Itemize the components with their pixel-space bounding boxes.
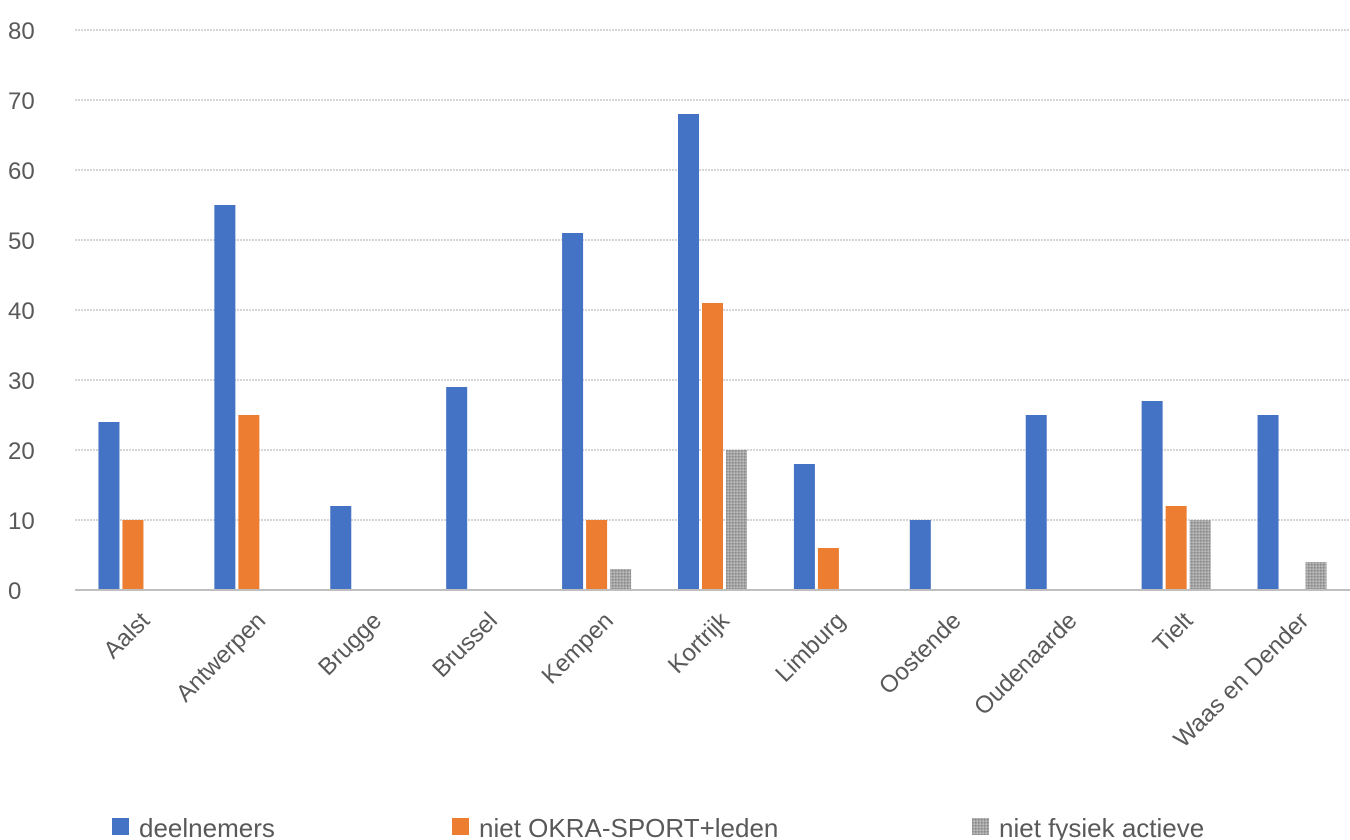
bar-waas-en-dender-series-1 <box>1257 415 1279 590</box>
legend: deelnemers niet OKRA-SPORT+leden niet fysi… <box>112 813 1204 840</box>
bar-limburg-series-1 <box>793 464 815 590</box>
y-tick-label-10: 10 <box>8 508 35 535</box>
x-tick-label-kortrijk: Kortrijk <box>663 606 736 679</box>
bar-kempen-series-3 <box>610 569 632 590</box>
y-tick-label-80: 80 <box>8 18 35 45</box>
legend-swatch-3 <box>972 818 989 835</box>
legend-swatch-1 <box>112 818 129 835</box>
bars <box>98 114 1327 590</box>
bar-oostende-series-1 <box>909 520 931 590</box>
y-tick-label-30: 30 <box>8 368 35 395</box>
y-tick-label-0: 0 <box>8 578 21 605</box>
y-tick-label-20: 20 <box>8 438 35 465</box>
legend-swatch-2 <box>452 818 469 835</box>
x-tick-label-brugge: Brugge <box>313 607 387 681</box>
y-tick-label-60: 60 <box>8 158 35 185</box>
bar-tielt-series-3 <box>1189 520 1211 590</box>
x-tick-label-aalst: Aalst <box>98 607 155 664</box>
bar-kortrijk-series-1 <box>678 114 699 590</box>
bar-kortrijk-series-2 <box>702 303 723 590</box>
bar-kempen-series-1 <box>562 233 584 590</box>
bar-oudenaarde-series-1 <box>1025 415 1047 590</box>
y-axis-tick-labels: 0 10 20 30 40 50 60 70 80 <box>8 18 35 605</box>
y-tick-label-50: 50 <box>8 228 35 255</box>
bar-kortrijk-series-3 <box>726 450 747 590</box>
bar-antwerpen-series-1 <box>214 205 236 590</box>
x-tick-label-kempen: Kempen <box>537 607 619 689</box>
bar-tielt-series-2 <box>1165 506 1187 590</box>
x-tick-label-tielt: Tielt <box>1148 607 1199 658</box>
bar-aalst-series-1 <box>98 422 120 590</box>
bar-kempen-series-2 <box>586 520 608 590</box>
bar-brussel-series-1 <box>446 387 468 590</box>
x-tick-label-brussel: Brussel <box>427 607 503 683</box>
legend-label-1: deelnemers <box>139 813 275 840</box>
y-tick-label-40: 40 <box>8 298 35 325</box>
x-tick-label-limburg: Limburg <box>770 607 850 687</box>
legend-label-2: niet OKRA-SPORT+leden <box>479 813 778 840</box>
x-tick-label-antwerpen: Antwerpen <box>171 607 271 707</box>
x-tick-label-oudenaarde: Oudenaarde <box>969 607 1082 720</box>
bar-brugge-series-1 <box>330 506 352 590</box>
bar-aalst-series-2 <box>122 520 144 590</box>
bar-tielt-series-1 <box>1141 401 1163 590</box>
legend-label-3: niet fysiek actieve <box>999 813 1204 840</box>
y-tick-label-70: 70 <box>8 88 35 115</box>
x-tick-label-oostende: Oostende <box>874 607 967 700</box>
bar-waas-en-dender-series-3 <box>1305 562 1327 590</box>
x-axis-category-labels: Aalst Antwerpen Brugge Brussel Kempen Kortrij… <box>98 606 1314 753</box>
bar-antwerpen-series-2 <box>238 415 260 590</box>
bar-limburg-series-2 <box>817 548 839 590</box>
